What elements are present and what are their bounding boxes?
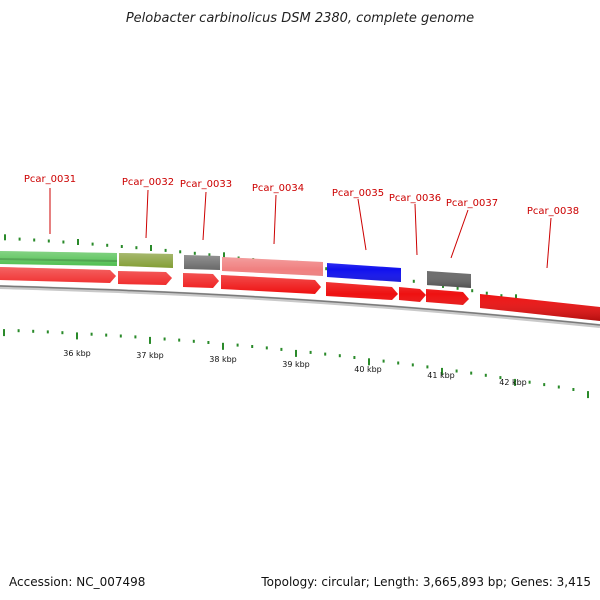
upper-tick: [91, 242, 94, 246]
lower-tick: [192, 339, 195, 343]
upper-tick: [77, 239, 79, 245]
lower-tick: [499, 376, 502, 380]
lower-tick: [441, 367, 443, 375]
kbp-label-38: 38 kbp: [209, 355, 237, 364]
lower-tick: [470, 371, 473, 375]
gene-track-top: [0, 251, 471, 288]
lower-tick: [105, 333, 108, 337]
leader-pcar-0033: [202, 191, 207, 241]
upper-tick: [120, 245, 123, 248]
label-pcar-0033[interactable]: Pcar_0033: [180, 179, 232, 190]
leader-pcar-0034: [273, 194, 277, 245]
accession-text: Accession: NC_007498: [9, 575, 145, 589]
kbp-label-36: 36 kbp: [63, 349, 91, 358]
lower-tick: [557, 385, 560, 389]
upper-tick: [33, 238, 36, 242]
lower-tick: [368, 358, 370, 366]
upper-tick: [164, 248, 167, 252]
lower-tick: [484, 373, 487, 377]
lower-tick-marks: [3, 329, 589, 399]
gene-labels: Pcar_0031 Pcar_0032 Pcar_0033 Pcar_0034 …: [24, 174, 579, 269]
genome-summary-text: Topology: circular; Length: 3,665,893 bp…: [260, 575, 591, 589]
kbp-label-37: 37 kbp: [136, 351, 164, 360]
map-title: Pelobacter carbinolicus DSM 2380, comple…: [126, 11, 474, 26]
lower-tick: [3, 329, 5, 337]
upper-tick: [135, 246, 138, 250]
lower-tick: [236, 343, 239, 347]
lower-tick: [324, 352, 327, 356]
lower-tick: [397, 361, 400, 365]
lower-tick: [90, 332, 93, 336]
lower-tick: [572, 388, 575, 391]
upper-tick: [18, 237, 21, 241]
gene-track-top-shine: [0, 251, 471, 288]
chromosome-backbone-edge: [0, 285, 600, 326]
upper-tick: [456, 286, 459, 290]
kbp-label-40: 40 kbp: [354, 365, 382, 374]
label-pcar-0037[interactable]: Pcar_0037: [446, 198, 498, 209]
upper-tick: [179, 250, 182, 254]
lower-tick: [280, 347, 283, 351]
upper-tick: [62, 240, 65, 244]
kbp-scale-labels: 36 kbp 37 kbp 38 kbp 39 kbp 40 kbp 41 kb…: [63, 349, 527, 387]
lower-tick: [76, 332, 78, 340]
upper-tick: [485, 291, 488, 295]
upper-tick: [4, 234, 6, 241]
leader-pcar-0038: [546, 217, 552, 269]
lower-tick: [134, 335, 137, 339]
chromosome-backbone: [0, 285, 600, 328]
upper-tick: [150, 245, 152, 251]
upper-tick: [223, 252, 225, 259]
lower-tick: [514, 378, 516, 386]
gene-track-bottom-shine: [0, 267, 600, 321]
label-pcar-0031[interactable]: Pcar_0031: [24, 174, 76, 185]
upper-tick: [515, 294, 517, 301]
lower-tick: [265, 346, 268, 350]
label-pcar-0036[interactable]: Pcar_0036: [389, 193, 441, 204]
lower-tick: [46, 330, 49, 334]
lower-tick: [178, 338, 181, 342]
lower-tick: [411, 363, 414, 367]
upper-tick: [47, 239, 50, 243]
lower-tick: [222, 342, 224, 350]
kbp-label-42: 42 kbp: [499, 378, 527, 387]
lower-tick: [119, 334, 122, 338]
kbp-label-39: 39 kbp: [282, 360, 310, 369]
lower-tick: [61, 331, 64, 335]
lower-tick: [163, 337, 166, 341]
lower-tick: [543, 383, 546, 387]
lower-tick: [587, 391, 589, 399]
lower-tick: [149, 336, 151, 344]
lower-tick: [455, 369, 458, 373]
lower-tick: [207, 341, 210, 344]
leader-pcar-0036: [414, 203, 418, 256]
lower-tick: [426, 365, 429, 369]
lower-tick: [353, 356, 356, 359]
lower-tick: [17, 329, 20, 333]
leader-pcar-0032: [145, 189, 149, 239]
leader-pcar-0037: [450, 209, 469, 259]
lower-tick: [528, 380, 531, 384]
label-pcar-0035[interactable]: Pcar_0035: [332, 188, 384, 199]
upper-tick: [471, 289, 474, 293]
lower-tick: [32, 329, 35, 333]
label-pcar-0038[interactable]: Pcar_0038: [527, 206, 579, 217]
upper-tick: [325, 267, 328, 271]
leader-pcar-0035: [357, 198, 367, 251]
kbp-label-41: 41 kbp: [427, 371, 455, 380]
upper-tick: [193, 251, 196, 255]
lower-tick: [295, 349, 297, 357]
label-pcar-0032[interactable]: Pcar_0032: [122, 177, 174, 188]
upper-tick: [412, 279, 415, 283]
upper-tick: [208, 253, 211, 257]
upper-tick: [500, 294, 503, 298]
lower-tick: [251, 345, 254, 348]
lower-tick: [338, 354, 341, 358]
gene-track-bottom: [0, 267, 600, 321]
lower-tick: [382, 359, 385, 363]
label-pcar-0034[interactable]: Pcar_0034: [252, 183, 304, 194]
upper-tick: [106, 243, 109, 247]
lower-tick: [309, 350, 312, 354]
